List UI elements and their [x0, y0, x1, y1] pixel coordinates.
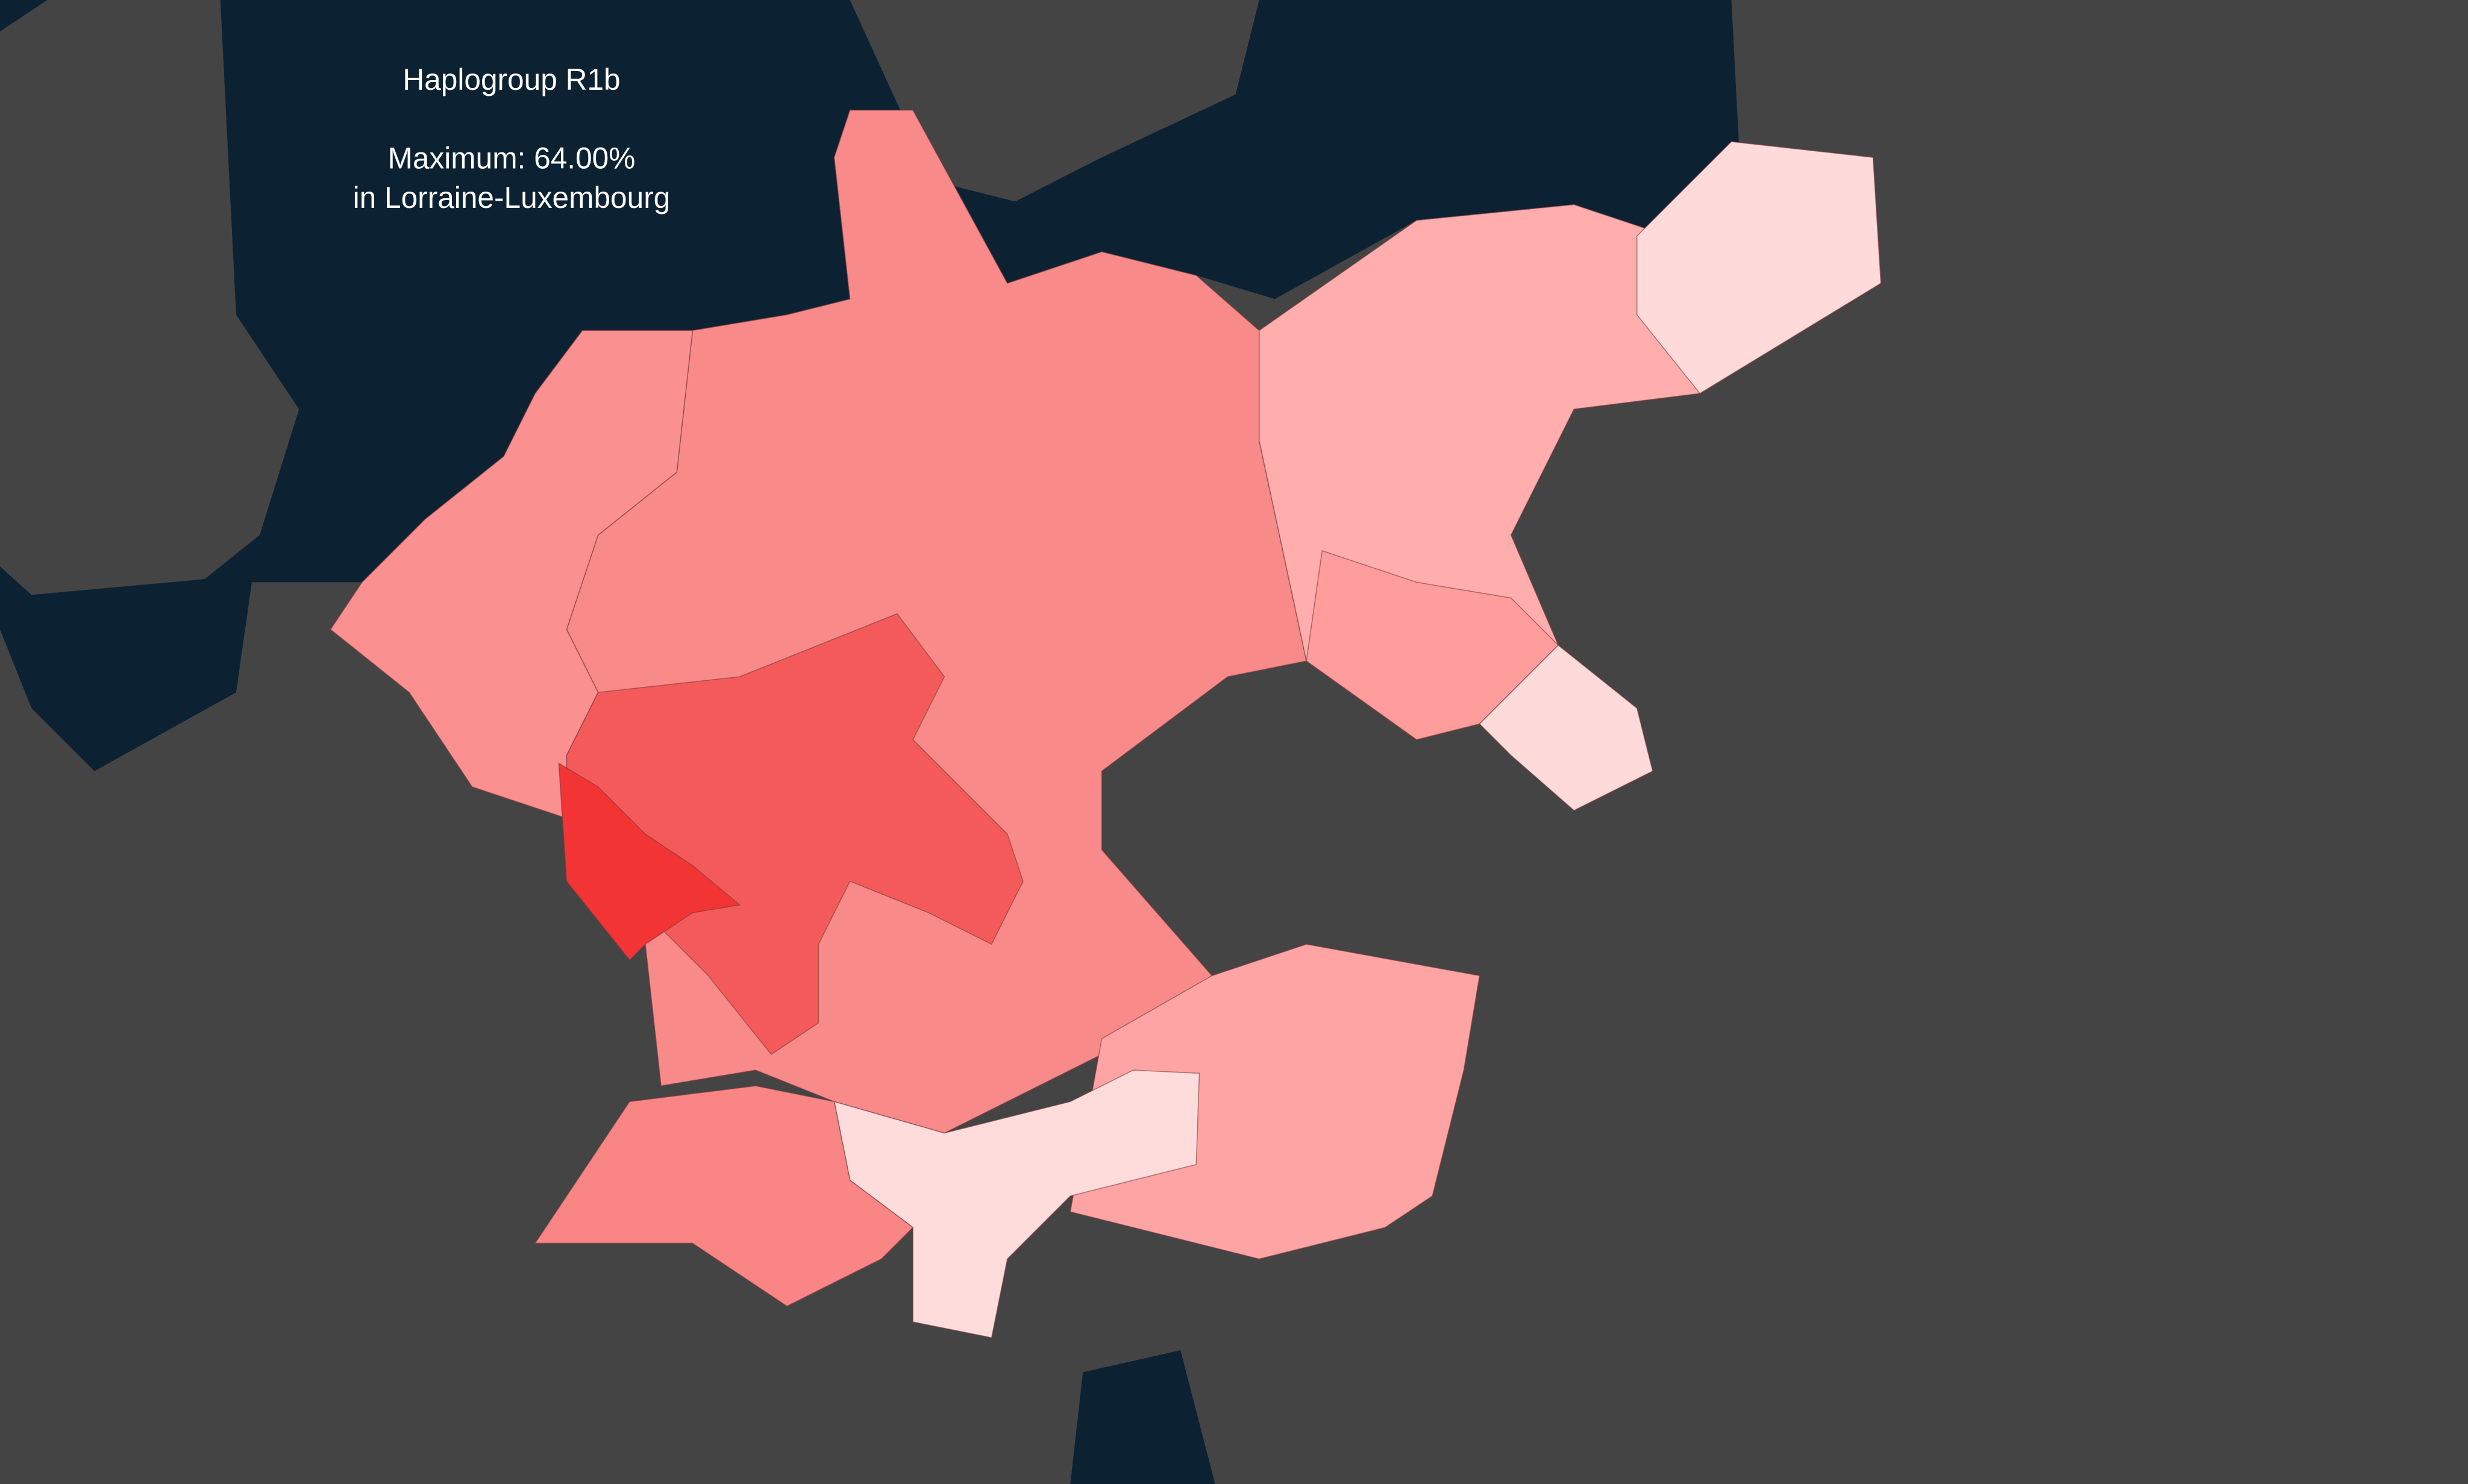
region-low-countries: [330, 330, 694, 819]
region-austria: [1070, 944, 1480, 1260]
sea: [0, 0, 1740, 771]
region-switzerland: [534, 1085, 914, 1307]
maximum-location: in Lorraine-Luxembourg: [353, 181, 671, 214]
region-lorraine-luxembourg: [558, 762, 741, 961]
denmark: [850, 0, 1259, 202]
region-upper-silesia: [1479, 644, 1653, 812]
britain: [0, 0, 299, 595]
adriatic: [1070, 1350, 1215, 1484]
maximum-label: Maximum: 64.00%: [388, 142, 636, 175]
region-east-prussia: [1636, 141, 1882, 394]
map-title: Haplogroup R1b: [402, 63, 620, 96]
